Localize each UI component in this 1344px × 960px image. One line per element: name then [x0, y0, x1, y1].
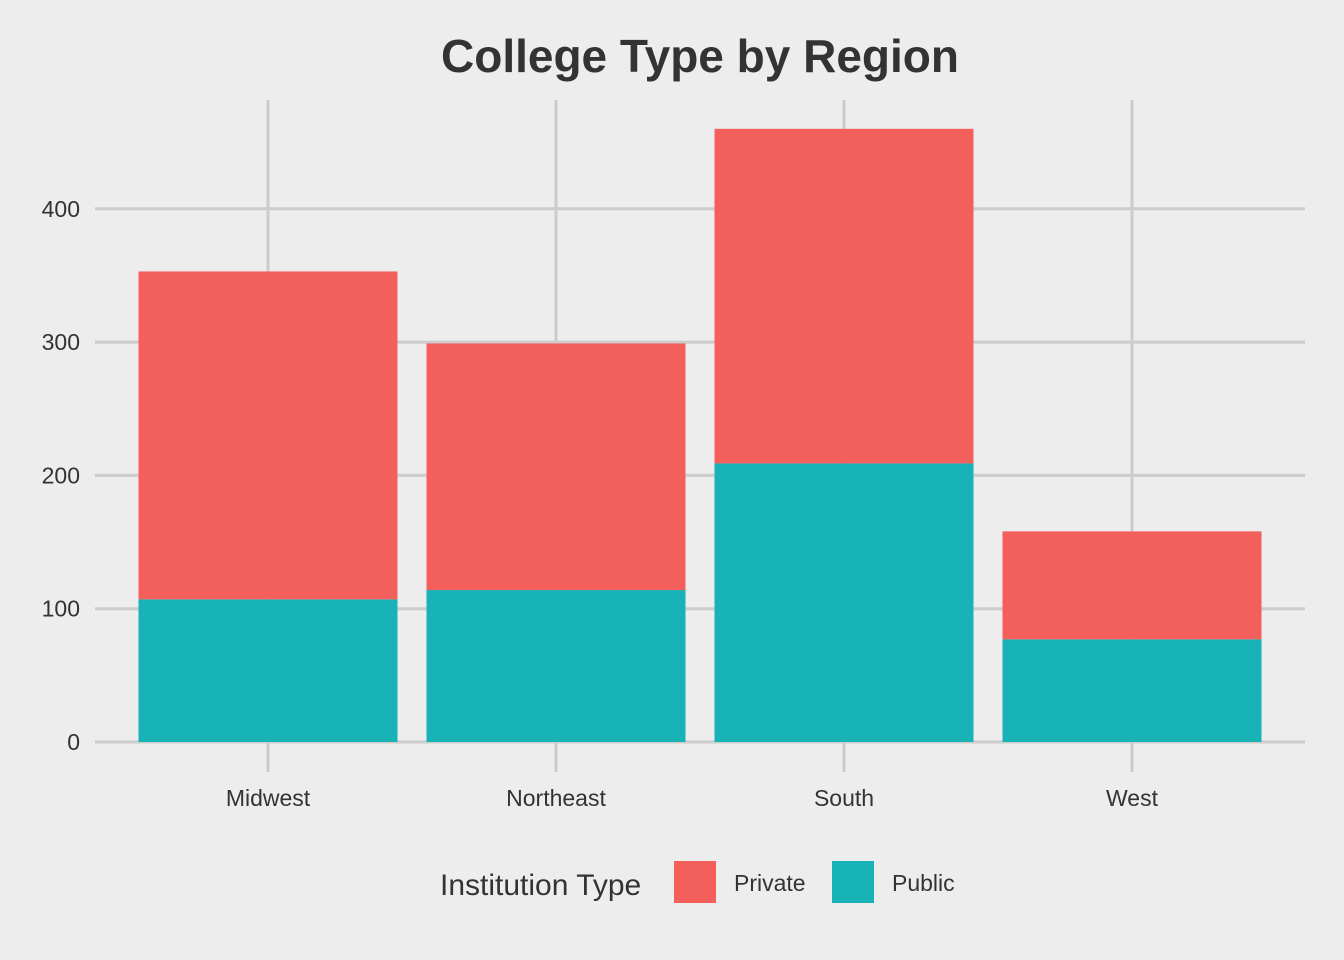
chart-title: College Type by Region	[441, 30, 959, 82]
y-tick-label: 300	[42, 329, 80, 355]
legend-label-private: Private	[734, 870, 806, 896]
axis-labels: 0 100 200 300 400 Midwest Northeast South West	[42, 196, 1159, 811]
bar-private-west	[1002, 531, 1262, 640]
legend-key-private	[674, 861, 716, 903]
y-tick-label: 400	[42, 196, 80, 222]
bar-public-west	[1002, 639, 1262, 742]
y-tick-label: 100	[42, 596, 80, 622]
legend: Institution Type Private Public	[440, 861, 955, 903]
bar-private-midwest	[138, 271, 398, 600]
legend-key-public	[832, 861, 874, 903]
x-tick-label: South	[814, 785, 874, 811]
bar-public-south	[714, 463, 974, 742]
x-tick-label: Northeast	[506, 785, 606, 811]
legend-title: Institution Type	[440, 869, 641, 902]
legend-label-public: Public	[892, 870, 955, 896]
bars	[138, 128, 1262, 742]
y-tick-label: 0	[67, 729, 80, 755]
x-tick-label: West	[1106, 785, 1159, 811]
bar-public-midwest	[138, 599, 398, 742]
bar-public-northeast	[426, 590, 686, 742]
y-tick-label: 200	[42, 462, 80, 488]
bar-private-south	[714, 128, 974, 464]
x-tick-label: Midwest	[226, 785, 311, 811]
bar-private-northeast	[426, 343, 686, 591]
